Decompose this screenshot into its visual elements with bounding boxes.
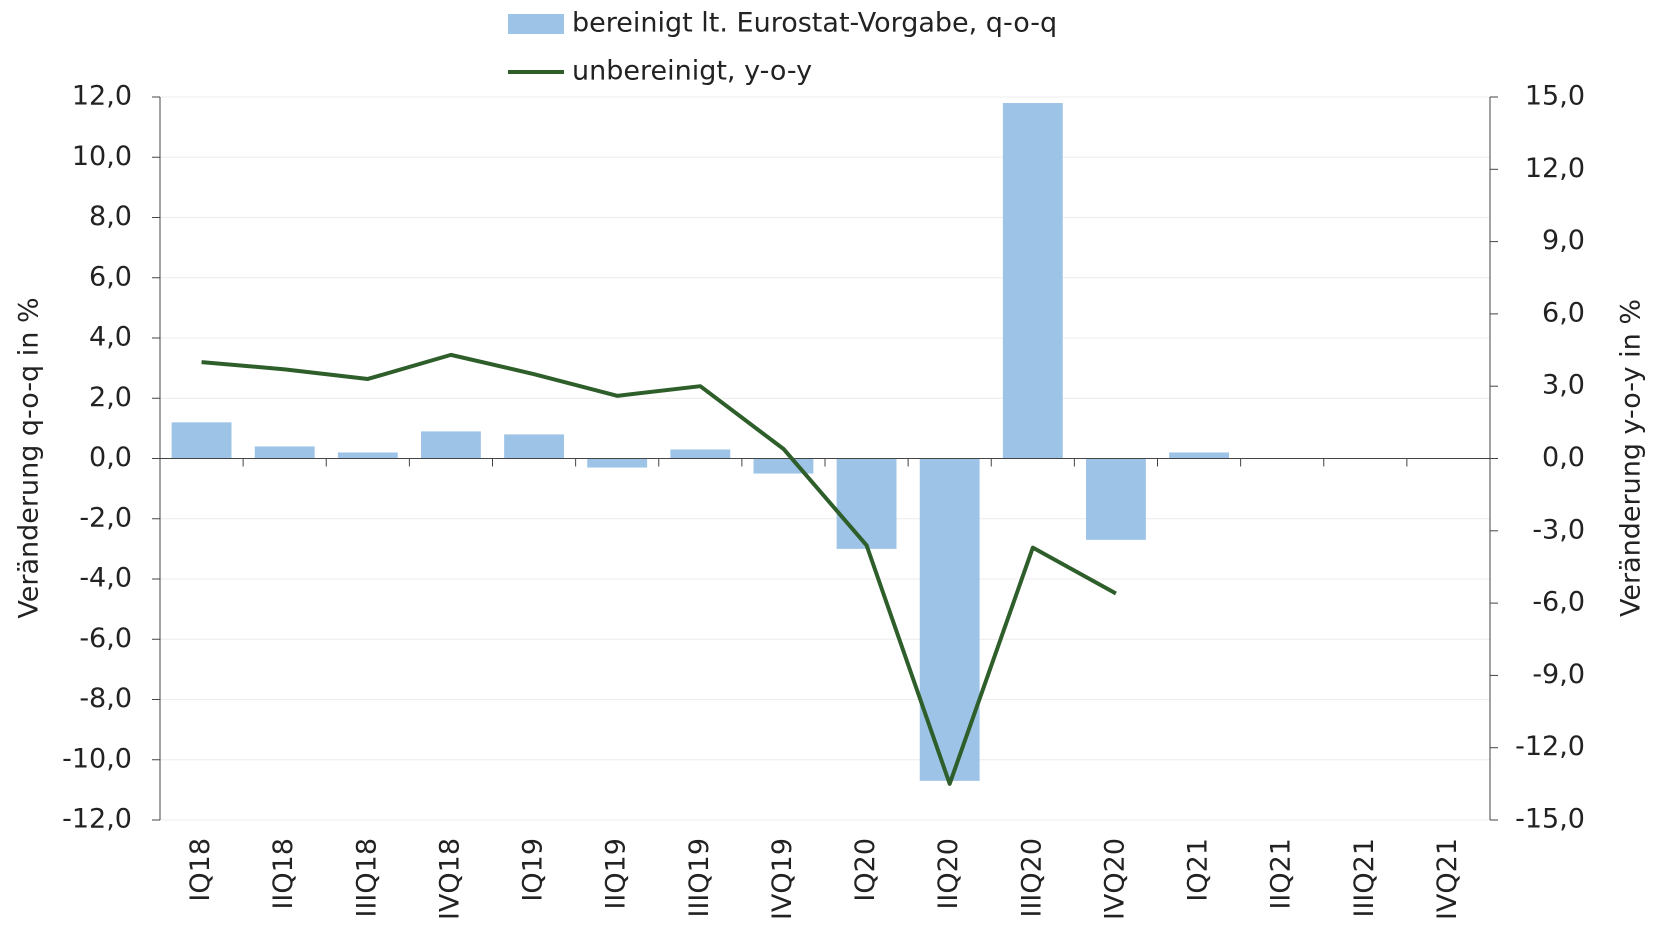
- y-tick-label: 4,0: [89, 322, 132, 353]
- y2-tick-label: 12,0: [1525, 153, 1585, 184]
- x-tick-label: IQ20: [850, 838, 881, 902]
- x-tick-label: IIIQ21: [1349, 838, 1380, 918]
- y2-tick-label: -9,0: [1532, 659, 1585, 690]
- bar: [1169, 452, 1229, 459]
- bar: [337, 452, 398, 459]
- y-axis-title: Veränderung q-o-q in %: [14, 297, 45, 618]
- y-tick-label: 10,0: [72, 141, 132, 172]
- bar: [753, 458, 814, 474]
- y-tick-label: 0,0: [89, 442, 132, 473]
- y2-axis-title: Veränderung y-o-y in %: [1616, 299, 1647, 617]
- y-tick-label: 12,0: [72, 81, 132, 112]
- y2-tick-label: 3,0: [1542, 370, 1585, 401]
- legend-swatch: [508, 14, 564, 34]
- bar: [171, 422, 232, 459]
- bar: [670, 449, 731, 459]
- y2-tick-label: 6,0: [1542, 297, 1585, 328]
- bar: [254, 446, 315, 459]
- x-tick-label: IQ18: [185, 838, 216, 902]
- x-tick-label: IIQ21: [1266, 838, 1297, 910]
- x-tick-label: IIIQ19: [684, 838, 715, 918]
- bar: [836, 458, 897, 549]
- x-tick-label: IIIQ20: [1016, 838, 1047, 918]
- y2-tick-label: -6,0: [1532, 587, 1585, 618]
- bar: [587, 458, 648, 468]
- y-tick-label: -6,0: [79, 623, 132, 654]
- x-tick-label: IVQ20: [1099, 838, 1130, 920]
- x-tick-label: IVQ18: [434, 838, 465, 920]
- legend-label: unbereinigt, y-o-y: [572, 56, 812, 87]
- x-tick-label: IIQ19: [601, 838, 632, 910]
- y-tick-label: -8,0: [79, 683, 132, 714]
- x-tick-label: IIQ20: [933, 838, 964, 910]
- line: [201, 352, 1117, 786]
- bar: [1086, 458, 1146, 540]
- x-tick-label: IIIQ18: [351, 838, 382, 918]
- x-tick-label: IIQ18: [268, 838, 299, 910]
- y-tick-label: -4,0: [79, 563, 132, 594]
- y-tick-label: -12,0: [62, 804, 132, 835]
- x-tick-label: IQ21: [1183, 838, 1214, 902]
- bar: [504, 434, 564, 459]
- bar: [1002, 103, 1063, 459]
- x-tick-label: IQ19: [518, 838, 549, 902]
- bar: [919, 458, 980, 781]
- y2-tick-label: -3,0: [1532, 514, 1585, 545]
- y2-tick-label: -12,0: [1515, 731, 1585, 762]
- y2-tick-label: 9,0: [1542, 225, 1585, 256]
- y-tick-label: 8,0: [89, 201, 132, 232]
- x-tick-label: IVQ21: [1432, 838, 1463, 920]
- y-tick-label: 6,0: [89, 261, 132, 292]
- bar: [421, 431, 481, 459]
- y2-tick-label: -15,0: [1515, 804, 1585, 835]
- y2-tick-label: 0,0: [1542, 442, 1585, 473]
- y2-tick-label: 15,0: [1525, 81, 1585, 112]
- x-tick-label: IVQ19: [767, 838, 798, 920]
- legend-label: bereinigt lt. Eurostat-Vorgabe, q-o-q: [572, 8, 1057, 39]
- y-tick-label: -2,0: [79, 502, 132, 533]
- y-tick-label: -10,0: [62, 743, 132, 774]
- y-tick-label: 2,0: [89, 382, 132, 413]
